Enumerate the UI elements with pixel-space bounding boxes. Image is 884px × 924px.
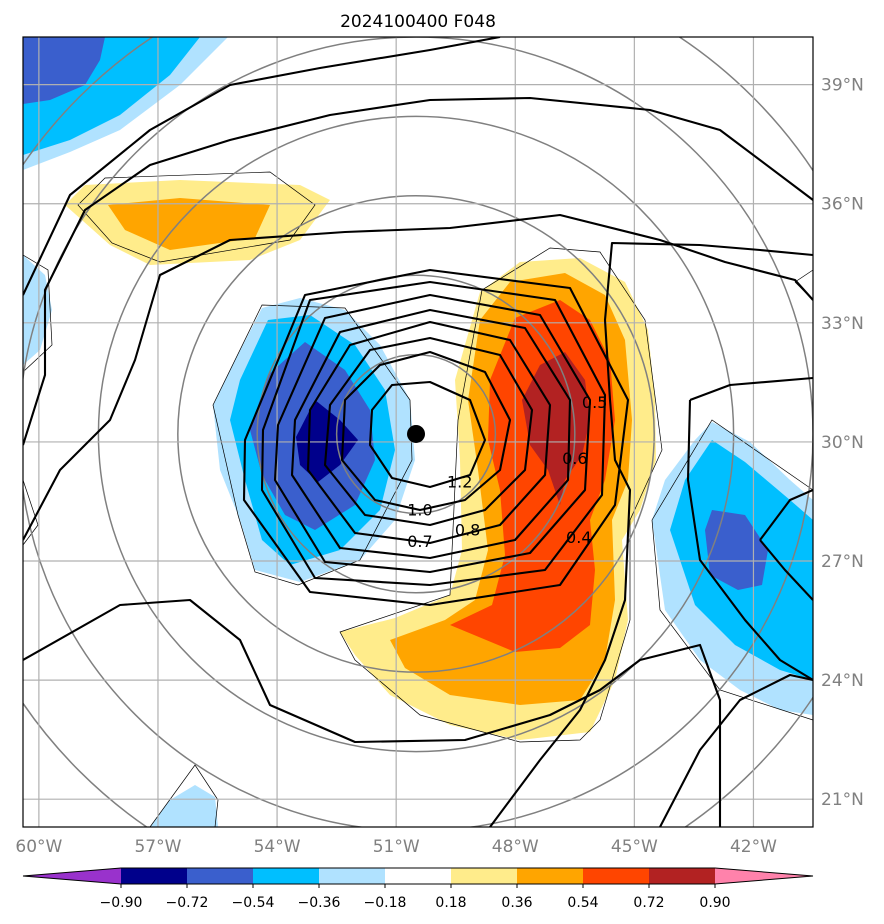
contour-ring-3 <box>323 336 534 527</box>
contour-label: 0.6 <box>562 449 587 468</box>
colorbar-tick-label: 0.18 <box>435 895 466 911</box>
lat-tick-label: 27°N <box>821 552 864 572</box>
contour-label: 0.4 <box>566 528 591 547</box>
colorbar-tick-label: −0.54 <box>232 895 275 911</box>
lat-tick-label: 39°N <box>821 76 864 96</box>
shade-s-light-blue <box>150 785 218 827</box>
contour-open-4 <box>23 598 722 827</box>
y-axis-labels: 39°N 36°N 33°N 30°N 27°N 24°N 21°N <box>821 76 864 811</box>
chart-title: 2024100400 F048 <box>340 12 496 32</box>
colorbar-segment <box>583 868 650 884</box>
contour-label: 0.8 <box>455 520 480 539</box>
colorbar-segment <box>385 868 452 884</box>
lat-tick-label: 30°N <box>821 433 864 453</box>
lon-tick-label: 42°W <box>730 837 777 857</box>
lon-tick-label: 45°W <box>611 837 658 857</box>
contour-label: 1.2 <box>447 473 472 492</box>
contour-open-1 <box>23 213 813 541</box>
contour-ring-4 <box>306 320 552 545</box>
contour-open-2 <box>23 96 813 446</box>
colorbar-segment <box>187 868 254 884</box>
lat-tick-label: 33°N <box>821 314 864 334</box>
contour-open-5 <box>489 241 813 827</box>
contour-ring-2 <box>340 350 512 512</box>
contour-open-10 <box>759 539 813 601</box>
contour-ring-6 <box>273 293 592 574</box>
colorbar-segment <box>319 868 386 884</box>
contour-open-8 <box>686 399 813 681</box>
colorbar-segment <box>253 868 320 884</box>
contour-lines <box>23 37 813 827</box>
outline-se <box>651 419 813 721</box>
colorbar-tick-label: −0.90 <box>100 895 143 911</box>
contour-ring-1 <box>368 380 487 489</box>
colorbar-tick-label: 0.90 <box>699 895 730 911</box>
lat-tick-label: 24°N <box>821 671 864 691</box>
outline-w <box>23 254 53 373</box>
lon-tick-label: 48°W <box>492 837 539 857</box>
colorbar-segment <box>451 868 518 884</box>
colorbar-tick-label: −0.36 <box>298 895 341 911</box>
contour-open-7 <box>689 376 813 401</box>
colorbar: −0.90 −0.72 −0.54 −0.36 −0.18 0.18 0.36 0.54 0.7… <box>22 867 814 911</box>
contour-ring-8 <box>242 268 630 607</box>
lon-tick-label: 51°W <box>373 837 420 857</box>
contour-ring-5 <box>290 308 572 560</box>
shade-n-orange <box>108 198 270 250</box>
outline-e <box>339 247 663 743</box>
range-ring <box>97 115 735 753</box>
contour-ring-7 <box>260 280 607 587</box>
range-ring <box>256 274 576 594</box>
contour-open-3 <box>23 37 501 296</box>
contour-open-9 <box>759 489 813 541</box>
colorbar-tick-label: 0.36 <box>501 895 532 911</box>
contour-label: 0.5 <box>582 393 607 412</box>
outline-s <box>149 764 219 827</box>
range-ring <box>177 195 655 673</box>
x-axis-labels: 60°W 57°W 54°W 51°W 48°W 45°W 42°W <box>15 837 777 857</box>
lon-tick-label: 54°W <box>254 837 301 857</box>
colorbar-tick-label: 0.72 <box>633 895 664 911</box>
colorbar-tick-label: −0.18 <box>364 895 407 911</box>
shade-se-mid-blue <box>705 510 768 590</box>
lat-tick-label: 21°N <box>821 790 864 810</box>
shade-nw-mid-blue <box>23 37 105 104</box>
outline-c <box>212 304 413 586</box>
lon-tick-label: 57°W <box>134 837 181 857</box>
colorbar-extend-low <box>23 868 121 884</box>
contour-open-6 <box>659 673 813 827</box>
colorbar-segment <box>121 868 188 884</box>
map-frame <box>22 36 814 828</box>
storm-center-marker <box>407 424 426 443</box>
contour-label: 1.0 <box>407 500 432 519</box>
colorbar-segment <box>517 868 584 884</box>
lat-tick-label: 36°N <box>821 195 864 215</box>
colorbar-tick-label: −0.72 <box>166 895 209 911</box>
colorbar-tick-label: 0.54 <box>567 895 598 911</box>
lon-tick-label: 60°W <box>15 837 62 857</box>
contour-label: 0.7 <box>407 532 432 551</box>
colorbar-segment <box>649 868 716 884</box>
outline-sw <box>23 479 39 546</box>
colorbar-extend-high <box>715 868 813 884</box>
shade-e-dark-red <box>522 352 590 505</box>
contour-labels: 1.2 1.0 0.8 0.7 0.6 0.5 0.4 <box>407 393 607 551</box>
